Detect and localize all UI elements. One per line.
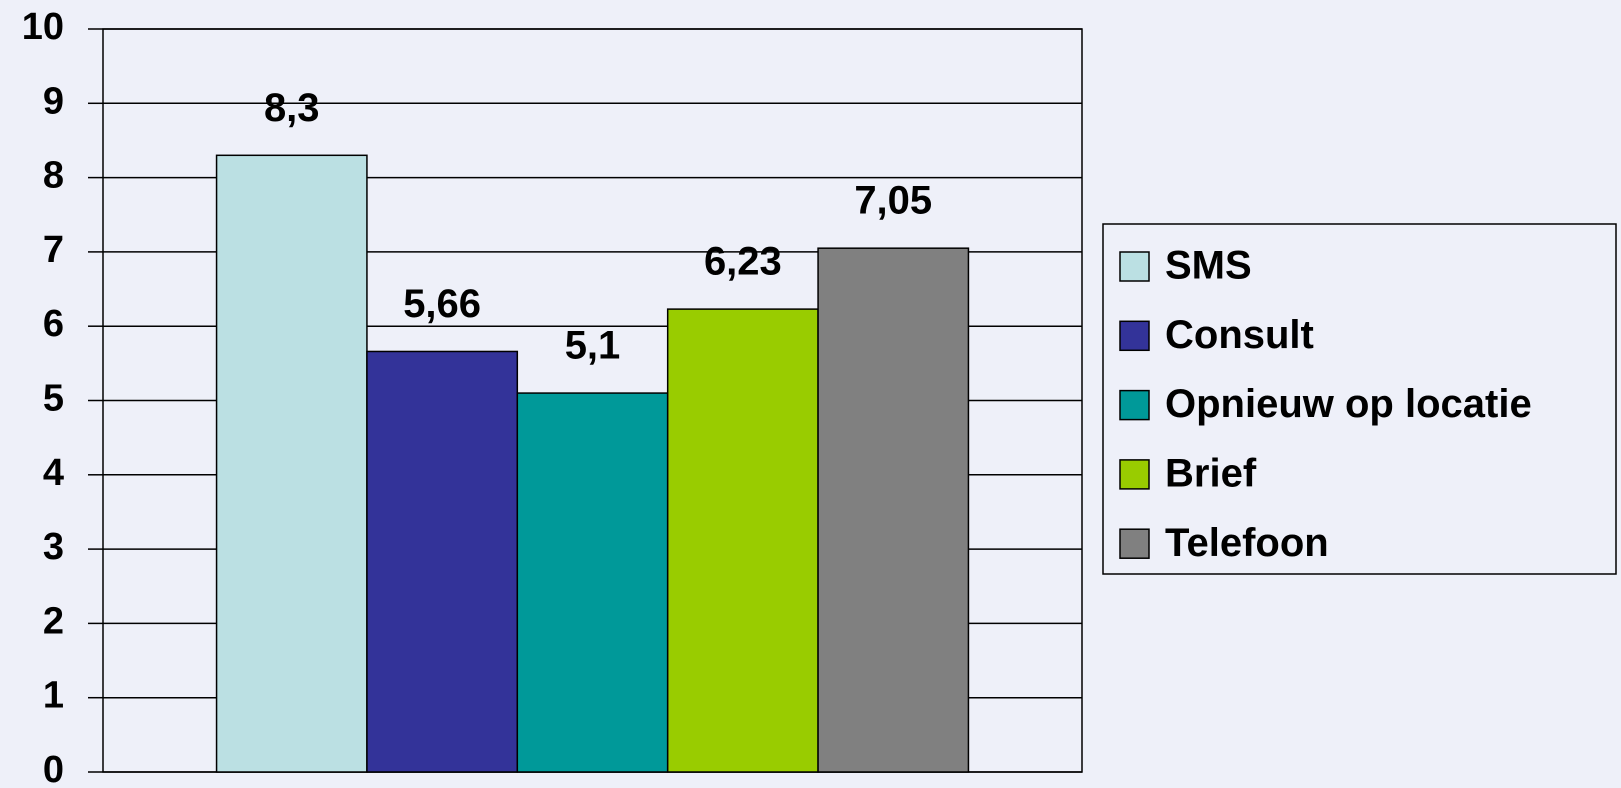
y-tick-label: 3: [43, 526, 64, 568]
legend-box: [1102, 223, 1617, 575]
legend-swatch: [1119, 389, 1150, 421]
y-tick-label: 4: [43, 452, 64, 494]
y-tick-label: 6: [43, 303, 64, 345]
y-tick-label: 0: [43, 749, 64, 788]
y-tick-label: 8: [43, 155, 64, 197]
bar: [666, 308, 819, 773]
legend-label: Brief: [1165, 451, 1257, 495]
legend-swatch: [1119, 459, 1150, 490]
legend-swatch: [1119, 251, 1150, 282]
legend-label: SMS: [1165, 244, 1252, 288]
data-label: 7,05: [854, 179, 932, 223]
data-label: 5,66: [403, 282, 481, 326]
legend-swatch: [1119, 320, 1150, 352]
y-tick-label: 5: [43, 378, 64, 420]
legend-label: Opnieuw op locatie: [1165, 382, 1532, 426]
bar: [366, 350, 519, 773]
data-label: 8,3: [264, 86, 320, 130]
bar: [516, 392, 669, 773]
legend-swatch: [1119, 528, 1150, 559]
data-label: 6,23: [704, 240, 782, 284]
data-label: 5,1: [565, 324, 621, 368]
y-tick-label: 10: [22, 6, 64, 48]
bar: [817, 247, 970, 773]
bar: [215, 154, 368, 773]
y-tick-label: 7: [43, 229, 64, 271]
y-tick-label: 1: [43, 675, 64, 717]
y-tick-label: 9: [43, 80, 64, 122]
legend-label: Consult: [1165, 313, 1314, 357]
y-tick-label: 2: [43, 600, 64, 642]
legend-label: Telefoon: [1165, 521, 1329, 565]
